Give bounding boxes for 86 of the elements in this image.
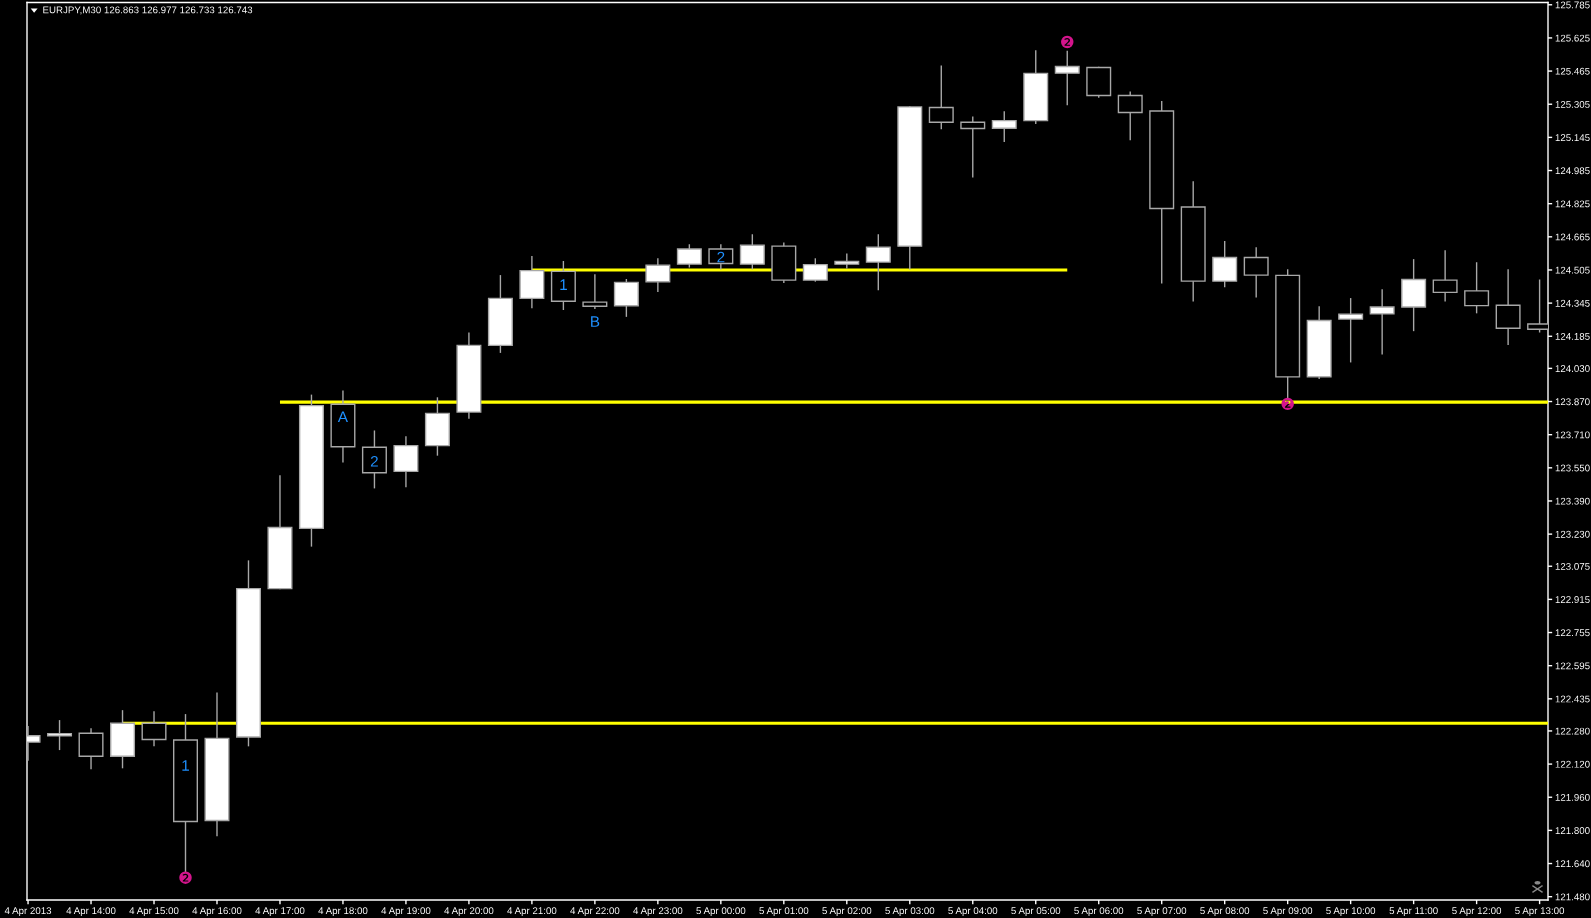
x-tick-label: 5 Apr 09:00 [1263, 907, 1313, 917]
y-tick-label: 124.505 [1555, 266, 1590, 274]
y-tick-label: 125.305 [1555, 100, 1590, 108]
y-tick-label: 122.755 [1555, 629, 1590, 637]
annotation: ❷ [179, 871, 192, 884]
x-tick-label: 4 Apr 22:00 [570, 907, 620, 917]
annotation: ❷ [1061, 35, 1074, 49]
x-tick-label: 5 Apr 08:00 [1200, 907, 1250, 917]
candlestick [1243, 247, 1269, 298]
y-tick-label: 125.785 [1555, 1, 1590, 9]
candlestick [1464, 262, 1490, 314]
y-tick-label: 125.625 [1555, 34, 1590, 42]
candlestick [991, 111, 1017, 143]
annotation: A [337, 411, 348, 423]
candlestick [865, 234, 891, 291]
x-tick-label: 5 Apr 13:00 [1515, 907, 1565, 917]
candlestick [1054, 50, 1080, 106]
candlestick [1495, 269, 1521, 346]
y-tick-label: 124.665 [1555, 233, 1590, 241]
candlestick [1117, 91, 1143, 141]
annotation: 2 [370, 455, 378, 467]
candlestick [802, 258, 828, 282]
x-tick-label: 4 Apr 14:00 [66, 907, 116, 917]
candlestick [613, 279, 639, 317]
y-tick-label: 121.800 [1555, 827, 1590, 835]
x-tick-label: 4 Apr 20:00 [444, 907, 494, 917]
y-tick-label: 123.230 [1555, 530, 1590, 538]
candlestick [708, 244, 734, 270]
annotation: 2 [717, 251, 725, 263]
y-tick-label: 124.345 [1555, 299, 1590, 307]
x-tick-label: 4 Apr 15:00 [129, 907, 179, 917]
x-tick-label: 4 Apr 23:00 [633, 907, 683, 917]
y-tick-label: 121.480 [1555, 893, 1590, 901]
y-tick-label: 123.870 [1555, 398, 1590, 406]
y-tick-label: 121.640 [1555, 860, 1590, 868]
x-tick-label: 5 Apr 05:00 [1011, 907, 1061, 917]
x-tick-label: 5 Apr 02:00 [822, 907, 872, 917]
x-tick-label: 4 Apr 17:00 [255, 907, 305, 917]
annotation: B [591, 316, 600, 327]
y-tick-label: 123.075 [1555, 562, 1590, 570]
candlestick [78, 728, 104, 770]
x-tick-label: 5 Apr 10:00 [1326, 907, 1376, 917]
x-tick-label: 5 Apr 04:00 [948, 907, 998, 917]
y-tick-label: 122.595 [1555, 662, 1590, 670]
candlestick [834, 253, 860, 269]
y-tick-label: 124.030 [1555, 365, 1590, 372]
x-tick-label: 4 Apr 2013 [4, 907, 52, 917]
candlestick [928, 65, 954, 130]
candlestick [1212, 241, 1238, 288]
candlestick [141, 711, 167, 747]
candlestick [1338, 298, 1364, 363]
x-tick-label: 5 Apr 11:00 [1389, 907, 1438, 917]
candlestick [1432, 250, 1458, 302]
y-tick-label: 121.960 [1555, 793, 1590, 801]
x-tick-label: 5 Apr 12:00 [1452, 907, 1502, 917]
candlestick [47, 720, 73, 751]
x-tick-label: 5 Apr 01:00 [759, 907, 809, 917]
x-tick-label: 5 Apr 06:00 [1074, 907, 1124, 917]
y-tick-label: 122.915 [1555, 596, 1590, 603]
y-tick-label: 123.550 [1555, 464, 1590, 472]
y-tick-label: 122.435 [1555, 695, 1590, 703]
candlestick [676, 244, 702, 268]
y-tick-label: 123.710 [1555, 431, 1590, 439]
y-tick-label: 122.120 [1555, 760, 1590, 768]
x-tick-label: 4 Apr 16:00 [192, 907, 242, 917]
x-tick-label: 5 Apr 00:00 [696, 907, 746, 917]
y-tick-label: 125.145 [1555, 134, 1590, 141]
x-tick-label: 5 Apr 03:00 [885, 907, 935, 917]
candlestick [960, 116, 986, 178]
candlestick [582, 274, 608, 309]
x-tick-label: 5 Apr 07:00 [1137, 907, 1187, 917]
y-tick-label: 124.985 [1555, 167, 1590, 175]
annotation: 1 [182, 760, 189, 771]
candlestick [739, 234, 765, 270]
y-tick-label: 125.465 [1555, 67, 1590, 75]
x-tick-label: 4 Apr 18:00 [318, 907, 368, 917]
x-tick-label: 4 Apr 19:00 [381, 907, 431, 917]
y-tick-label: 124.825 [1555, 200, 1590, 208]
chart-title: EURJPY,M30 126.863 126.977 126.733 126.743 [43, 6, 253, 15]
candlestick [645, 258, 671, 293]
candlestick [1369, 289, 1395, 355]
y-tick-label: 124.185 [1555, 333, 1590, 340]
x-tick-label: 4 Apr 21:00 [507, 907, 557, 917]
y-tick-label: 123.390 [1555, 497, 1590, 505]
annotation: 1 [560, 279, 567, 290]
y-tick-label: 122.280 [1555, 727, 1590, 735]
